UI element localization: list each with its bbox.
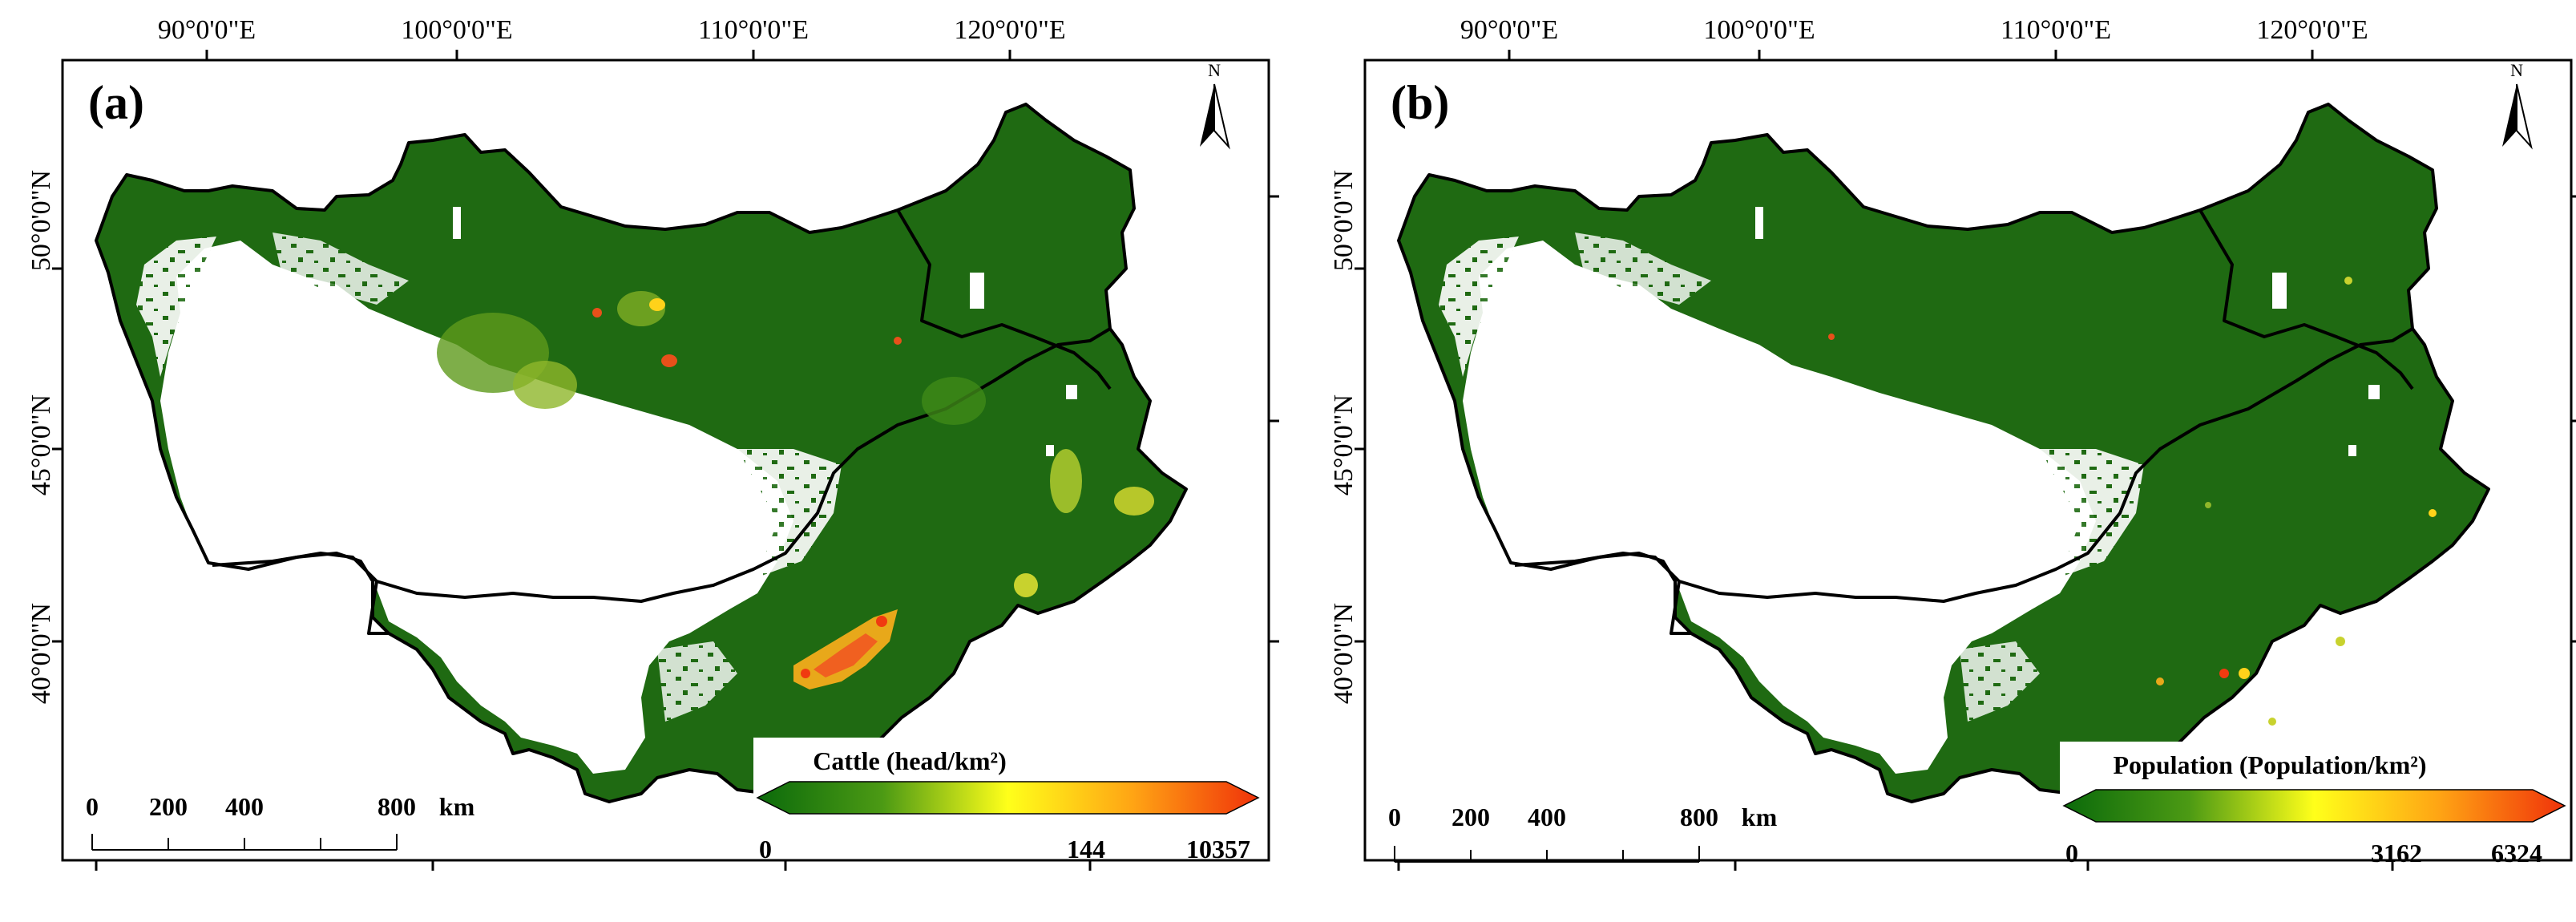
left-tick-label: 50°0'0"N (26, 170, 56, 271)
scale-label: 800 (378, 792, 416, 821)
density-hotspots (1828, 277, 2437, 726)
scale-label: 800 (1680, 803, 1718, 831)
top-tick-label: 100°0'0"E (1703, 15, 1815, 45)
north-label: N (2510, 60, 2523, 80)
legend-colorbar (2062, 789, 2566, 823)
scale-label: 200 (1452, 803, 1490, 831)
legend-mid: 144 (1067, 835, 1105, 863)
left-tick-label: 45°0'0"N (26, 394, 56, 495)
map-frame (61, 59, 1270, 862)
legend-title: Population (Population/km²) (2114, 750, 2427, 779)
scale-unit: km (1742, 803, 1778, 831)
panel-label: (b) (1391, 76, 1449, 129)
map-region (1397, 103, 2490, 803)
panel-b: 90°0'0"E 100°0'0"E 110°0'0"E 120°0'0"E 5… (1329, 15, 2576, 871)
scale-label: 400 (1528, 803, 1566, 831)
top-tick-label: 120°0'0"E (2256, 15, 2368, 45)
map-frame (1363, 59, 2573, 862)
left-tick-label: 45°0'0"N (1329, 394, 1359, 495)
top-tick-label: 110°0'0"E (2001, 15, 2111, 45)
scale-bar: 0 200 400 800 km (1388, 803, 1778, 863)
scale-bar: 0 200 400 800 km (86, 792, 475, 851)
legend-title: Cattle (head/km²) (813, 746, 1007, 775)
legend: Population (Population/km²) 0 3162 6324 (2060, 742, 2566, 867)
legend-colorbar (756, 781, 1260, 815)
north-arrow-icon: N (2502, 60, 2533, 150)
top-tick-label: 90°0'0"E (1460, 15, 1558, 45)
top-tick-label: 120°0'0"E (954, 15, 1065, 45)
scale-label: 0 (1388, 803, 1401, 831)
legend-min: 0 (2065, 839, 2078, 867)
scale-label: 400 (225, 792, 264, 821)
scale-unit: km (439, 792, 475, 821)
legend-mid: 3162 (2371, 839, 2422, 867)
legend-max: 6324 (2491, 839, 2542, 867)
top-tick-label: 100°0'0"E (401, 15, 512, 45)
legend-min: 0 (759, 835, 772, 863)
left-tick-label: 50°0'0"N (1329, 170, 1359, 271)
panel-label: (a) (88, 76, 144, 129)
left-tick-label: 40°0'0"N (1329, 603, 1359, 704)
scale-label: 200 (149, 792, 188, 821)
north-arrow-icon: N (1200, 60, 1230, 150)
density-hotspots (437, 291, 1154, 689)
north-label: N (1208, 60, 1221, 80)
map-region (95, 103, 1188, 803)
top-tick-label: 90°0'0"E (158, 15, 256, 45)
top-tick-label: 110°0'0"E (698, 15, 809, 45)
legend: Cattle (head/km²) 0 144 10357 (753, 738, 1260, 863)
legend-max: 10357 (1186, 835, 1250, 863)
left-tick-label: 40°0'0"N (26, 603, 56, 704)
scale-label: 0 (86, 792, 99, 821)
panel-a: 90°0'0"E 100°0'0"E 110°0'0"E 120°0'0"E 5… (26, 15, 1279, 871)
